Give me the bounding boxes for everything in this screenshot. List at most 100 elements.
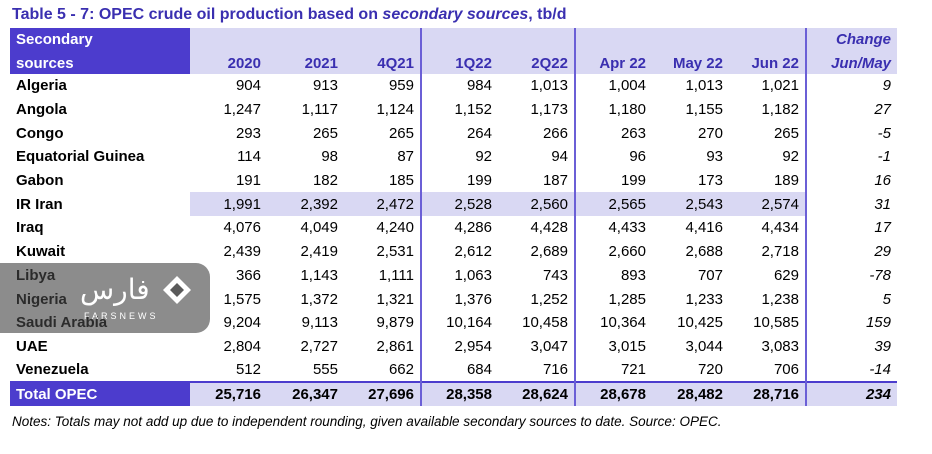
- cell-change: -5: [877, 124, 891, 142]
- cell-value: 2,439: [223, 243, 261, 261]
- cell-change: 5: [882, 290, 891, 308]
- fars-logo-icon: [163, 276, 191, 304]
- cell-value: 684: [466, 361, 492, 379]
- cell-value: 720: [697, 361, 723, 379]
- cell-value: 265: [344, 121, 422, 146]
- cell-value: 93: [706, 148, 723, 166]
- cell-value: 2,565: [575, 192, 652, 217]
- cell-change: -1: [877, 148, 891, 166]
- cell-value: 1,013: [685, 77, 723, 95]
- header-col-2q22: 2Q22: [498, 50, 576, 74]
- cell-value: 263: [620, 124, 646, 142]
- cell-value: 1,004: [608, 77, 646, 95]
- cell-value: 4,416: [685, 219, 723, 237]
- cell-value: 4,428: [498, 216, 576, 240]
- cell-value: 9,204: [223, 314, 261, 332]
- cell-value: 199: [620, 172, 646, 190]
- cell-value: 92: [729, 145, 807, 169]
- cell-value: 4,076: [223, 219, 261, 237]
- total-value: 28,358: [421, 380, 498, 406]
- table-row: UAE 2,804 2,727 2,861 2,954 3,047 3,015 3,044 3,…: [10, 334, 897, 359]
- cell-value: 92: [475, 148, 492, 166]
- cell-value: 1,124: [344, 97, 422, 122]
- header-change-line1: Change: [806, 28, 897, 50]
- cell-value: 2,574: [729, 192, 807, 217]
- cell-value: 10,458: [498, 310, 576, 335]
- total-row: Total OPEC 25,716 26,347 27,696 28,358 2…: [10, 380, 897, 406]
- cell-value: 114: [237, 148, 261, 166]
- row-label: Equatorial Guinea: [16, 148, 145, 166]
- cell-value: 959: [344, 74, 422, 98]
- row-label: Angola: [16, 101, 67, 119]
- cell-value: 904: [235, 77, 261, 95]
- row-label: Iraq: [16, 219, 44, 237]
- cell-value: 1,152: [454, 101, 492, 119]
- cell-value: 1,991: [190, 192, 267, 217]
- cell-change: 29: [874, 243, 891, 261]
- header-col-1q22: 1Q22: [421, 50, 498, 74]
- watermark-logo-text: فارس: [80, 273, 150, 306]
- cell-value: 2,954: [454, 337, 492, 355]
- table-title: Table 5 - 7: OPEC crude oil production b…: [12, 6, 567, 24]
- cell-value: 2,528: [421, 192, 498, 217]
- cell-value: 264: [466, 124, 492, 142]
- cell-value: 3,047: [498, 334, 576, 359]
- cell-value: 913: [312, 77, 338, 95]
- cell-value: 1,180: [608, 101, 646, 119]
- cell-value: 2,531: [344, 239, 422, 264]
- cell-value: 2,727: [300, 337, 338, 355]
- cell-value: 4,434: [729, 216, 807, 240]
- cell-value: 2,688: [685, 243, 723, 261]
- cell-value: 1,247: [223, 101, 261, 119]
- table-header: Secondary Change sources 2020 2021 4Q21 …: [10, 28, 897, 74]
- cell-value: 984: [466, 77, 492, 95]
- cell-value: 4,240: [344, 216, 422, 240]
- cell-value: 3,083: [729, 334, 807, 359]
- cell-value: 2,804: [223, 337, 261, 355]
- table-row: Algeria 904 913 959 984 1,013 1,004 1,013 1,021 9: [10, 74, 897, 98]
- opec-production-table: Secondary Change sources 2020 2021 4Q21 …: [10, 28, 897, 406]
- cell-change: 31: [874, 195, 891, 213]
- watermark-overlay: فارس FARSNEWS: [0, 263, 210, 333]
- total-value: 28,482: [652, 380, 729, 406]
- cell-value: 96: [629, 148, 646, 166]
- cell-value: 743: [498, 263, 576, 288]
- row-label: UAE: [16, 337, 48, 355]
- cell-value: 2,560: [498, 192, 576, 217]
- total-value: 27,696: [344, 380, 422, 406]
- cell-value: 187: [498, 168, 576, 193]
- cell-value: 1,238: [729, 287, 807, 311]
- cell-value: 10,585: [729, 310, 807, 335]
- cell-change: -78: [869, 266, 891, 284]
- cell-value: 173: [697, 172, 723, 190]
- cell-value: 366: [235, 266, 261, 284]
- header-col-jun22: Jun 22: [729, 50, 807, 74]
- cell-value: 706: [729, 358, 807, 382]
- total-value: 25,716: [190, 380, 267, 406]
- total-value: 28,624: [498, 380, 576, 406]
- total-value: 28,716: [729, 380, 807, 406]
- cell-change: 39: [874, 337, 891, 355]
- row-label: Kuwait: [16, 243, 66, 261]
- cell-value: 3,044: [685, 337, 723, 355]
- table-row: Kuwait 2,439 2,419 2,531 2,612 2,689 2,660 2,68…: [10, 239, 897, 264]
- table-notes: Notes: Totals may not add up due to inde…: [12, 414, 722, 429]
- cell-value: 2,543: [652, 192, 729, 217]
- table-row: Equatorial Guinea 114 98 87 92 94 96 93 92 -1: [10, 145, 897, 169]
- cell-value: 2,419: [300, 243, 338, 261]
- cell-value: 1,155: [685, 101, 723, 119]
- cell-value: 10,164: [446, 314, 492, 332]
- cell-value: 94: [498, 145, 576, 169]
- watermark-subtext: FARSNEWS: [84, 311, 159, 321]
- cell-value: 1,013: [498, 74, 576, 98]
- cell-value: 1,063: [454, 266, 492, 284]
- cell-change: -14: [869, 361, 891, 379]
- cell-value: 1,117: [301, 101, 338, 119]
- row-label: Congo: [16, 124, 64, 142]
- table-row: IR Iran 1,991 2,392 2,472 2,528 2,560 2,565 2,5…: [10, 192, 897, 217]
- cell-value: 265: [312, 124, 338, 142]
- cell-value: 265: [729, 121, 807, 146]
- total-value: 28,678: [575, 380, 652, 406]
- cell-change: 9: [882, 77, 891, 95]
- cell-value: 1,111: [344, 263, 422, 288]
